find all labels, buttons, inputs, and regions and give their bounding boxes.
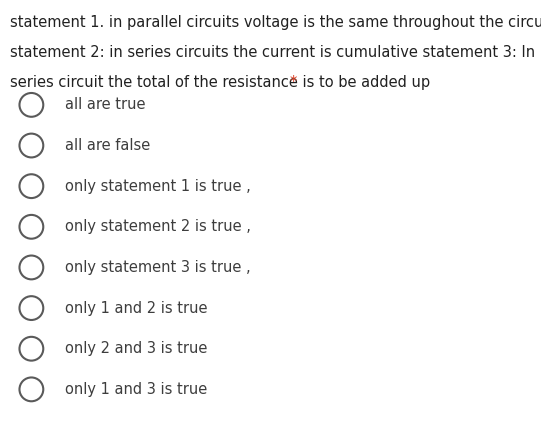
Text: all are false: all are false [65, 138, 150, 153]
Text: series circuit the total of the resistance is to be added up: series circuit the total of the resistan… [10, 75, 434, 90]
Text: only statement 2 is true ,: only statement 2 is true , [65, 219, 251, 234]
Text: only 1 and 2 is true: only 1 and 2 is true [65, 301, 207, 316]
Text: only statement 3 is true ,: only statement 3 is true , [65, 260, 250, 275]
Text: only 1 and 3 is true: only 1 and 3 is true [65, 382, 207, 397]
Text: only statement 1 is true ,: only statement 1 is true , [65, 179, 250, 194]
Text: statement 1. in parallel circuits voltage is the same throughout the circuit: statement 1. in parallel circuits voltag… [10, 15, 541, 30]
Text: statement 2: in series circuits the current is cumulative statement 3: In: statement 2: in series circuits the curr… [10, 45, 535, 60]
Text: all are true: all are true [65, 97, 146, 112]
Text: *: * [289, 75, 297, 90]
Text: only 2 and 3 is true: only 2 and 3 is true [65, 341, 207, 356]
